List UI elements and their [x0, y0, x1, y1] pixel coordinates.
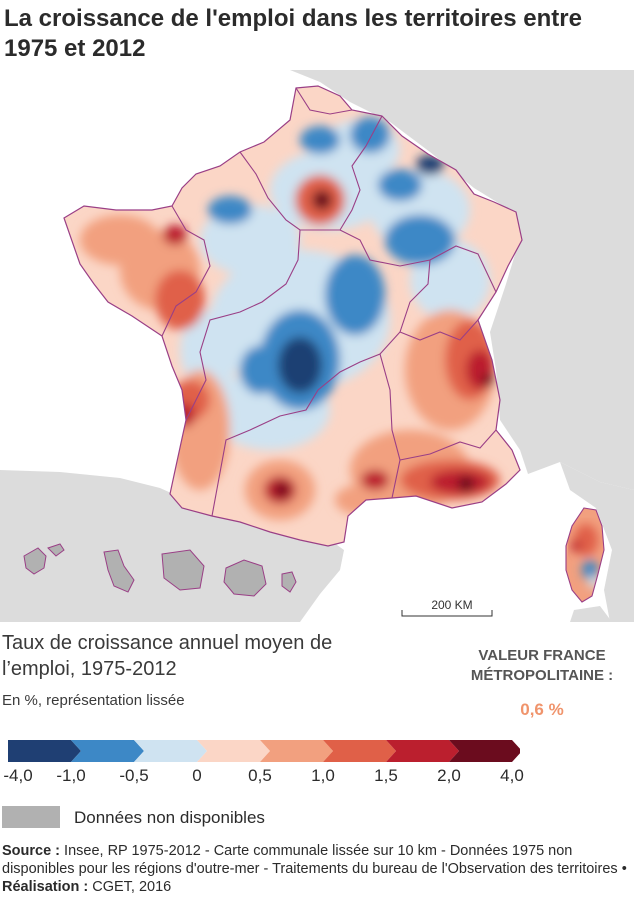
color-scale-tick: -4,0: [3, 766, 33, 785]
map-area: [0, 70, 634, 622]
color-scale-class: [134, 740, 207, 762]
color-scale-class: [71, 740, 144, 762]
france-outline: [63, 85, 523, 547]
no-data-label: Données non disponibles: [74, 808, 265, 827]
color-scale-tick: -1,0: [56, 766, 86, 785]
realisation-text: CGET, 2016: [92, 879, 172, 895]
source-note: Source : Insee, RP 1975-2012 - Carte com…: [2, 842, 632, 896]
color-scale-class: [386, 740, 459, 762]
color-scale-tick: 0: [192, 766, 202, 785]
no-data-swatch: [2, 806, 60, 828]
guyane-shape: [161, 549, 205, 591]
map-title: La croissance de l'emploi dans les terri…: [4, 5, 582, 62]
martinique-shape: [103, 549, 135, 593]
scale-bar: [401, 610, 493, 617]
source-separator: •: [621, 861, 627, 877]
color-scale-class: [449, 740, 520, 762]
source-text: Insee, RP 1975-2012 - Carte communale li…: [2, 843, 618, 877]
color-scale-class: [197, 740, 270, 762]
neighbour-land: [250, 70, 634, 490]
color-scale-tick: 1,0: [311, 766, 335, 785]
legend-title: Taux de croissance annuel moyen de l’emp…: [2, 632, 333, 680]
color-scale-tick: 4,0: [500, 766, 524, 785]
france-growth-map: [64, 86, 522, 546]
color-scale-tick: 2,0: [437, 766, 461, 785]
guadeloupe-islet-shape: [47, 543, 65, 557]
source-label: Source :: [2, 843, 61, 859]
neighbour-land-italy: [560, 462, 634, 622]
neighbour-land-sardinia: [570, 606, 612, 622]
scale-bar-label: 200 KM: [431, 598, 473, 612]
color-scale-class: [260, 740, 333, 762]
overseas-regions: [23, 543, 297, 597]
reunion-shape: [223, 559, 267, 597]
color-scale-tick: 0,5: [248, 766, 272, 785]
color-scale-tick: 1,5: [374, 766, 398, 785]
realisation-label: Réalisation :: [2, 879, 89, 895]
guadeloupe-shape: [23, 547, 47, 575]
color-scale-class: [323, 740, 396, 762]
valeur-france-value: 0,6 %: [520, 700, 564, 719]
color-scale-bar: [8, 740, 520, 762]
corsica-outline: [565, 507, 605, 603]
legend-subtitle: En %, représentation lissée: [2, 692, 185, 709]
region-borders: [161, 87, 497, 517]
valeur-france-label: VALEUR FRANCE MÉTROPOLITAINE :: [470, 647, 614, 684]
mayotte-shape: [281, 571, 297, 593]
color-scale-class: [8, 740, 81, 762]
color-scale-tick: -0,5: [119, 766, 149, 785]
color-scale-ticks: -4,0 -1,0 -0,5 0 0,5 1,0 1,5 2,0 4,0: [0, 766, 634, 788]
